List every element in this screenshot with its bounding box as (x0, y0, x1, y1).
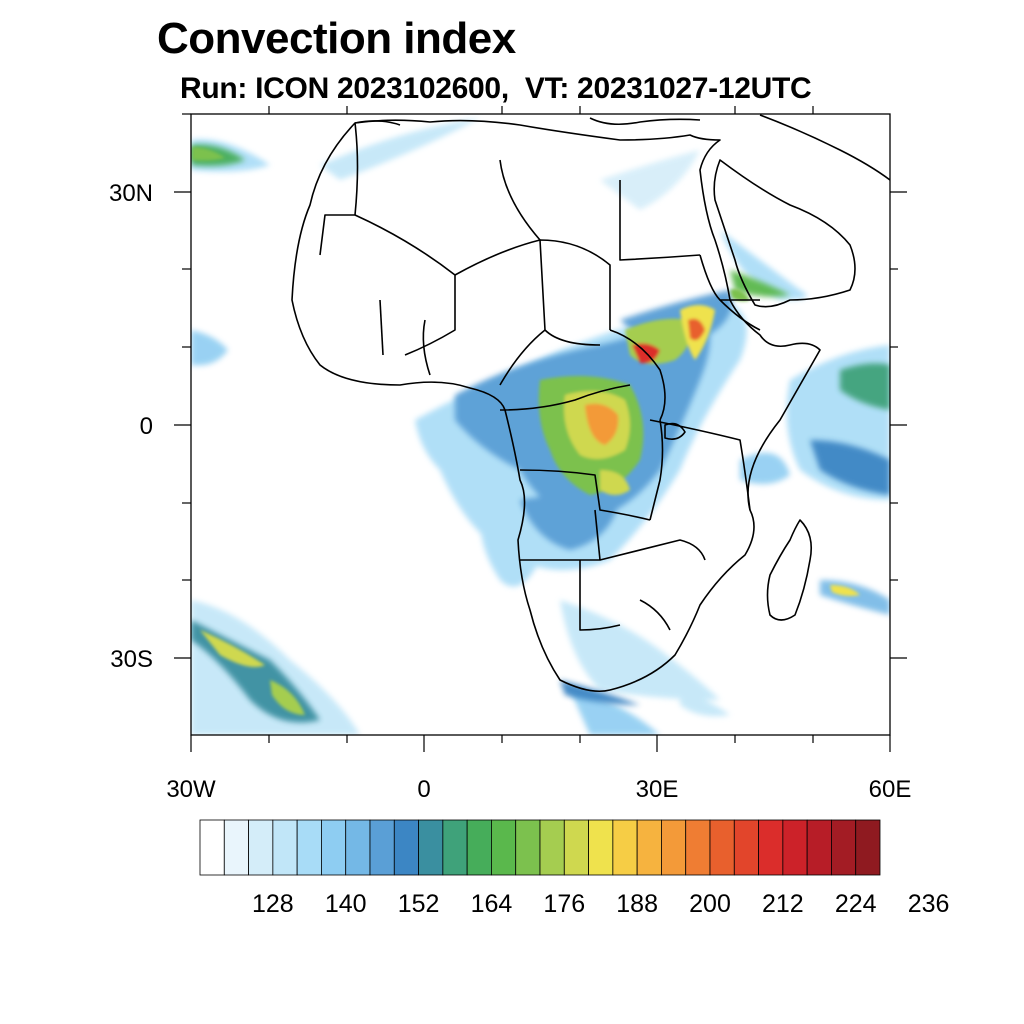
lat-label-30n: 30N (109, 180, 153, 207)
colorbar-box (369, 819, 395, 876)
colorbar-box (539, 819, 565, 876)
colorbar-box (806, 819, 832, 876)
colorbar-box (199, 819, 225, 876)
colorbar-box (636, 819, 662, 876)
colorbar-label: 212 (762, 890, 804, 918)
colorbar: 128 140 152 164 176 188 200 212 224 236 (199, 819, 950, 918)
colorbar-box (345, 819, 371, 876)
axis-ticks (174, 106, 907, 752)
colorbar-box (296, 819, 322, 876)
colorbar-box (418, 819, 444, 876)
lat-label-30s: 30S (110, 646, 153, 673)
colorbar-box (515, 819, 541, 876)
colorbar-label: 140 (325, 890, 367, 918)
colorbar-box (248, 819, 274, 876)
colorbar-label: 188 (616, 890, 658, 918)
plot-title: Convection index (157, 14, 516, 63)
colorbar-label: 224 (835, 890, 877, 918)
colorbar-box (466, 819, 492, 876)
colorbar-box (393, 819, 419, 876)
colorbar-box (223, 819, 249, 876)
lon-label-30w: 30W (166, 776, 216, 803)
colorbar-box (588, 819, 614, 876)
colorbar-label: 128 (252, 890, 294, 918)
colorbar-box (272, 819, 298, 876)
colorbar-label: 152 (398, 890, 440, 918)
colorbar-box (733, 819, 759, 876)
colorbar-label: 176 (543, 890, 585, 918)
colorbar-box (831, 819, 857, 876)
colorbar-box (855, 819, 881, 876)
colorbar-box (685, 819, 711, 876)
colorbar-box (491, 819, 517, 876)
colorbar-label: 164 (471, 890, 513, 918)
colorbar-box (563, 819, 589, 876)
colorbar-label: 236 (908, 890, 950, 918)
plot-subtitle: Run: ICON 2023102600, VT: 20231027-12UTC (180, 72, 812, 105)
colorbar-label: 200 (689, 890, 731, 918)
lon-label-0: 0 (417, 776, 430, 803)
lon-label-60e: 60E (869, 776, 912, 803)
colorbar-box (758, 819, 784, 876)
lat-label-0: 0 (140, 413, 153, 440)
coastlines-borders (291, 114, 890, 693)
colorbar-box (442, 819, 468, 876)
colorbar-box (782, 819, 808, 876)
colorbar-box (661, 819, 687, 876)
colorbar-box (321, 819, 347, 876)
colorbar-box (612, 819, 638, 876)
colorbar-box (709, 819, 735, 876)
lon-label-30e: 30E (636, 776, 679, 803)
